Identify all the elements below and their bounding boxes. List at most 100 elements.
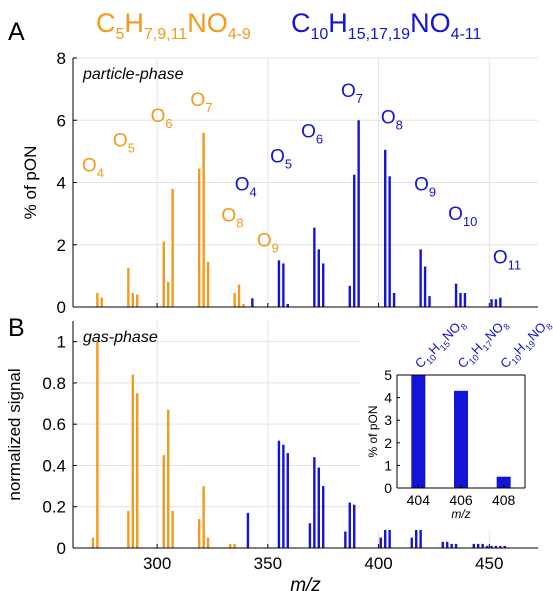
bar (127, 510, 130, 548)
oxygen-label: O6 (301, 121, 323, 146)
inset-background (360, 318, 538, 530)
bar (344, 531, 347, 548)
inset-y-tick-label: 3 (384, 412, 392, 428)
bar (206, 261, 210, 307)
bar (317, 467, 320, 548)
y-tick-label: 8 (57, 49, 66, 68)
inner-title: particle-phase (82, 66, 184, 83)
bar (131, 292, 134, 307)
y-tick-label: 0 (57, 298, 66, 317)
y-tick-label: 1 (57, 333, 66, 352)
y-tick-label: 0 (57, 539, 66, 558)
inset-y-tick-label: 0 (384, 480, 392, 496)
bar (286, 453, 289, 548)
bar (348, 502, 351, 548)
panel-label-a: A (8, 18, 25, 46)
bar (357, 120, 360, 307)
oxygen-label: O7 (190, 90, 212, 115)
inset-y-tick-label: 4 (384, 390, 392, 406)
bar (322, 486, 325, 548)
bar (388, 521, 391, 548)
bar (136, 294, 139, 307)
bar (313, 227, 316, 307)
bar (171, 188, 174, 307)
oxygen-label: O5 (270, 146, 292, 171)
bar (450, 543, 453, 548)
bar (454, 283, 458, 307)
bar (410, 537, 413, 548)
y-axis-label: % of pON (21, 146, 40, 220)
inset-y-tick-label: 5 (384, 367, 392, 383)
inset-x-axis-label: m/z (451, 507, 470, 521)
bar (485, 545, 489, 548)
bar (282, 444, 285, 548)
bar (419, 529, 422, 548)
bar (322, 263, 325, 307)
bar (277, 440, 281, 548)
bar (162, 455, 165, 548)
bar (494, 299, 498, 307)
y-tick-label: 0.8 (42, 374, 66, 393)
bar (246, 512, 250, 548)
bar (202, 486, 205, 548)
bar (481, 543, 484, 548)
bar (171, 510, 174, 548)
oxygen-label: O10 (448, 204, 477, 229)
bar (198, 519, 201, 548)
y-tick-label: 0.2 (42, 498, 66, 517)
x-tick-label: 350 (254, 554, 282, 573)
bar (499, 545, 502, 548)
oxygen-label: O4 (235, 174, 257, 199)
bar (388, 176, 391, 307)
bar (136, 393, 139, 548)
inner-title: gas-phase (83, 329, 158, 346)
y-tick-label: 0.6 (42, 415, 66, 434)
oxygen-label: O6 (151, 106, 173, 131)
oxygen-label: O9 (257, 230, 279, 255)
bar (242, 303, 245, 307)
bar (167, 282, 170, 307)
inset-y-tick-label: 1 (384, 457, 392, 473)
oxygen-label: O8 (221, 205, 243, 230)
bar (490, 299, 493, 307)
bar (96, 341, 99, 548)
bar (91, 537, 95, 548)
bar (415, 523, 418, 548)
bar (202, 132, 205, 307)
oxygen-label: O11 (493, 247, 521, 272)
bar (499, 297, 502, 307)
bar (384, 149, 387, 307)
bar (162, 241, 165, 307)
x-tick-label: 450 (475, 554, 503, 573)
bar (494, 545, 498, 548)
inset-x-tick-label: 404 (407, 492, 431, 508)
bar (348, 285, 351, 307)
bar (198, 168, 201, 307)
bar (282, 263, 285, 307)
bar (233, 292, 236, 307)
bar (419, 249, 422, 307)
bar (392, 292, 396, 307)
inset-x-tick-label: 406 (449, 492, 473, 508)
bar (353, 174, 356, 307)
x-tick-label: 300 (143, 554, 171, 573)
inset-y-axis-label: % of pON (366, 405, 380, 457)
x-axis-label: m/z (290, 575, 321, 591)
panel-label-b: B (8, 314, 25, 342)
bar (477, 543, 480, 548)
bar (308, 523, 312, 548)
bar (317, 249, 320, 307)
oxygen-label: O8 (381, 107, 403, 132)
bar (423, 266, 427, 307)
bar (277, 260, 281, 307)
panel-a-chart: 0 2 4 6 8 particle-phase % of pON O4 O5 O6 O7 O8 O9 O… (21, 49, 538, 317)
inset-bar (496, 476, 511, 488)
inset-bar (411, 375, 426, 488)
inset-chart: 404C10H15NO8406C10H17NO8408C10H19NO80123… (360, 318, 553, 530)
blue-formula-header: C10H15,17,19NO4-11 (291, 8, 482, 43)
bar (233, 543, 236, 548)
oxygen-label: O9 (414, 174, 436, 199)
bar (459, 292, 462, 307)
bar (503, 545, 506, 548)
bar (490, 545, 493, 548)
